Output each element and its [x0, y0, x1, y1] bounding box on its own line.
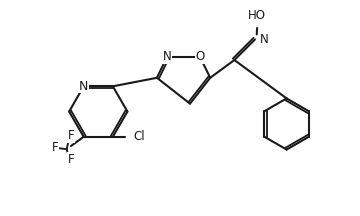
Text: F: F: [52, 141, 59, 154]
Text: N: N: [260, 33, 269, 46]
Text: O: O: [195, 50, 204, 63]
Text: Cl: Cl: [134, 130, 145, 143]
Text: N: N: [163, 50, 171, 63]
Text: HO: HO: [248, 9, 266, 22]
Text: N: N: [79, 80, 89, 93]
Text: F: F: [68, 153, 74, 166]
Text: F: F: [68, 129, 74, 142]
